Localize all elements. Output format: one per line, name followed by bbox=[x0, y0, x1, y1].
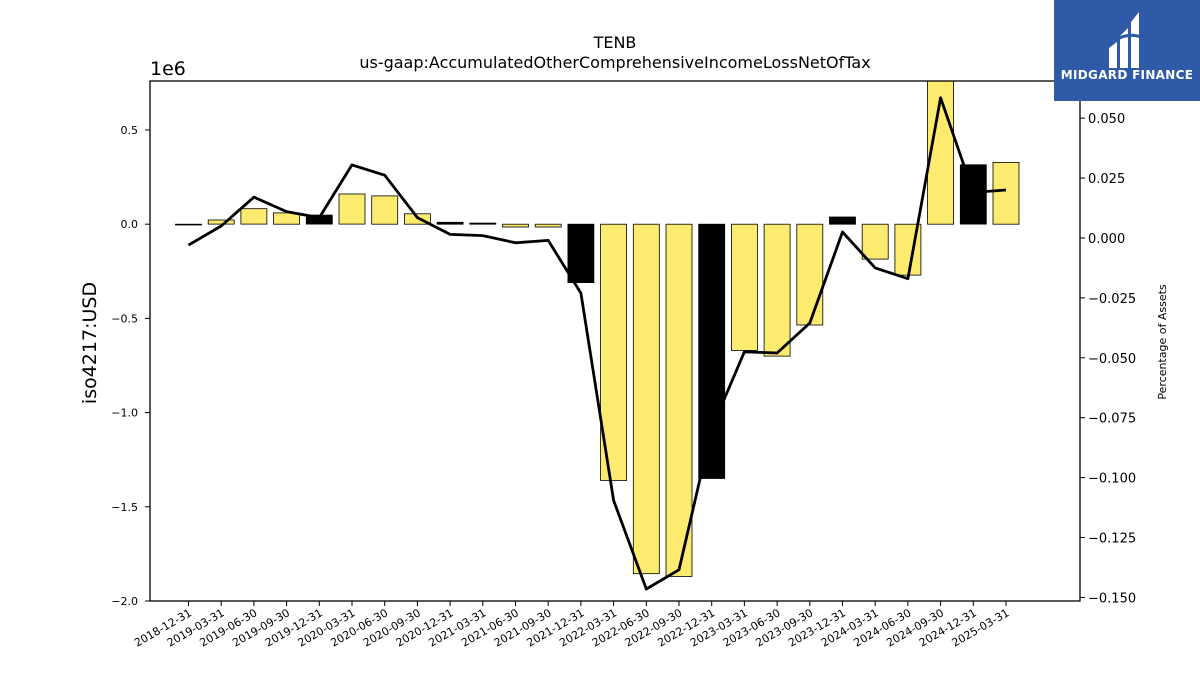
bar bbox=[567, 223, 595, 283]
y-offset-label: 1e6 bbox=[150, 58, 186, 80]
y2-tick-label: 0.025 bbox=[1088, 172, 1125, 187]
y2-tick-label: −0.150 bbox=[1088, 591, 1136, 606]
y-tick-label: −1.0 bbox=[111, 407, 138, 420]
bar bbox=[698, 223, 726, 479]
y2-tick-label: −0.125 bbox=[1088, 531, 1136, 546]
y-tick-label: −1.5 bbox=[111, 501, 138, 514]
y2-tick-label: −0.100 bbox=[1088, 472, 1136, 487]
y-tick-label: −0.5 bbox=[111, 312, 138, 325]
bar bbox=[207, 219, 235, 225]
bar bbox=[632, 223, 660, 575]
bar bbox=[502, 223, 529, 228]
y2-tick-label: −0.050 bbox=[1088, 352, 1136, 367]
y2-tick-label: −0.075 bbox=[1088, 412, 1136, 427]
logo-text: MIDGARD FINANCE bbox=[1060, 68, 1194, 82]
bar bbox=[731, 223, 758, 351]
midgard-logo-icon bbox=[1107, 12, 1145, 68]
bar bbox=[861, 223, 889, 260]
bar bbox=[240, 208, 268, 225]
y2-tick-label: 0.050 bbox=[1088, 112, 1125, 127]
y-tick-label: 0.5 bbox=[121, 124, 139, 137]
y2-axis-label: Percentage of Assets bbox=[1156, 284, 1169, 400]
percentage-line bbox=[187, 96, 1007, 591]
bar bbox=[534, 223, 562, 228]
bar bbox=[436, 221, 464, 225]
bar bbox=[959, 164, 987, 225]
y-axis-label: iso4217:USD bbox=[79, 282, 101, 404]
y-tick-label: 0.0 bbox=[121, 218, 139, 231]
y2-tick-label: 0.000 bbox=[1088, 232, 1125, 247]
bar bbox=[992, 161, 1020, 225]
bar bbox=[175, 223, 202, 226]
bar bbox=[829, 216, 856, 225]
bar bbox=[796, 223, 824, 326]
midgard-finance-logo: MIDGARD FINANCE bbox=[1054, 0, 1200, 101]
bar bbox=[763, 223, 791, 357]
bar bbox=[469, 222, 497, 225]
bar bbox=[665, 223, 693, 577]
chart-title: TENB bbox=[593, 33, 637, 52]
bar bbox=[371, 195, 399, 225]
bar bbox=[338, 193, 366, 225]
plot-frame bbox=[149, 80, 1081, 602]
chart-subtitle: us-gaap:AccumulatedOtherComprehensiveInc… bbox=[359, 53, 870, 72]
y2-tick-label: −0.025 bbox=[1088, 292, 1136, 307]
y-tick-label: −2.0 bbox=[111, 595, 138, 608]
